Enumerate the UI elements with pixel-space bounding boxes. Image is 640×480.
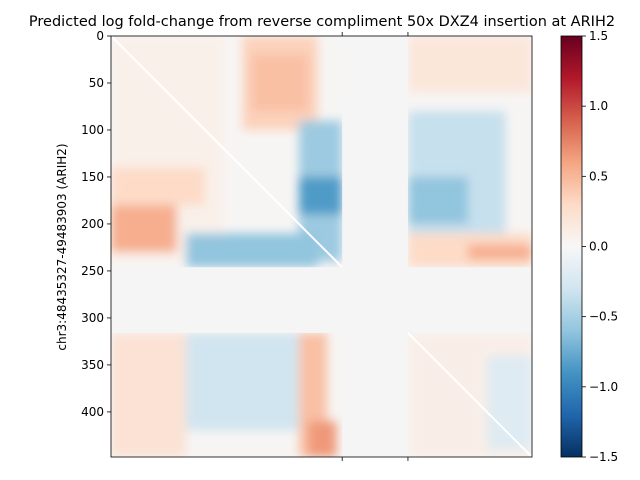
heatmap-blocks (111, 36, 532, 457)
colorbar-tick-label: −0.5 (589, 310, 618, 324)
y-axis-label: chr3:48435327-49483903 (ARIH2) (55, 143, 69, 350)
y-tick-label: 0 (96, 29, 104, 43)
y-tick-label: 150 (81, 170, 104, 184)
masked-bins (111, 36, 532, 457)
heatmap-cell (111, 205, 177, 253)
chart-title: Predicted log fold-change from reverse c… (29, 14, 615, 30)
y-tick-label: 100 (81, 123, 104, 137)
colorbar-tick-label: −1.0 (589, 380, 618, 394)
x-axis-ticks (341, 32, 409, 461)
diagonal-line (407, 332, 533, 458)
heatmap-cell (468, 244, 532, 260)
y-tick-label: 350 (81, 358, 104, 372)
plot-frame (110, 35, 533, 458)
diagonal-line (110, 35, 343, 268)
colorbar-tick-label: 1.0 (589, 99, 608, 113)
mask-band-vertical (342, 36, 408, 457)
heatmap-cell (308, 421, 337, 457)
heatmap-cell (298, 176, 343, 215)
y-tick-label: 50 (89, 76, 104, 90)
colorbar-ticks: −1.5 −1.0 −0.5 0.0 0.5 1.0 1.5 (582, 29, 618, 464)
heatmap-cell (186, 332, 299, 431)
heatmap-cell (407, 176, 469, 224)
diagonal-lines (110, 35, 533, 458)
heatmap-cell (407, 36, 532, 93)
heatmap-cell (111, 332, 187, 457)
mask-band-horizontal (111, 267, 532, 333)
colorbar-tick-label: 1.5 (589, 29, 608, 43)
heatmap-cell (251, 54, 309, 112)
colorbar-tick-label: 0.0 (589, 240, 608, 254)
y-tick-label: 400 (81, 405, 104, 419)
heatmap-cells (111, 36, 532, 457)
y-tick-label: 300 (81, 311, 104, 325)
y-tick-label: 250 (81, 264, 104, 278)
y-tick-label: 200 (81, 217, 104, 231)
y-axis-ticks: 0 50 100 150 200 250 300 350 400 (81, 29, 111, 419)
colorbar (560, 35, 583, 458)
colorbar-tick-label: −1.5 (589, 450, 618, 464)
heatmap-cell (186, 233, 318, 268)
heatmap-cell (111, 167, 205, 206)
colorbar-tick-label: 0.5 (589, 169, 608, 183)
